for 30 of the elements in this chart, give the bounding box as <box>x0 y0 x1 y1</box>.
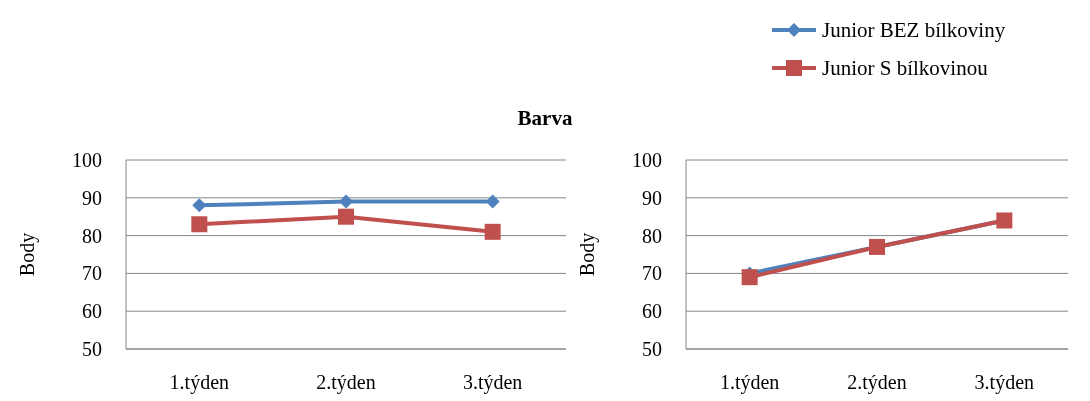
y-tick-label: 60 <box>82 300 102 323</box>
point <box>484 223 501 240</box>
point <box>192 198 207 213</box>
chart-title: Barva <box>517 106 573 130</box>
y-tick-label: 60 <box>642 300 662 323</box>
y-tick-label: 90 <box>82 186 102 209</box>
x-tick-label: 2.týden <box>847 371 907 394</box>
legend-label: Junior BEZ bílkoviny <box>822 18 1006 43</box>
y-tick-label: 70 <box>82 262 102 285</box>
x-tick-label: 1.týden <box>719 371 780 394</box>
y-tick-label: 90 <box>642 186 662 209</box>
y-axis-title: Body <box>16 232 39 277</box>
y-tick-label: 100 <box>72 149 102 171</box>
x-tick-label: 3.týden <box>974 371 1035 394</box>
legend-label: Junior S bílkovinou <box>822 56 989 81</box>
y-tick-label: 70 <box>642 262 662 285</box>
point <box>338 208 354 225</box>
point <box>339 194 353 209</box>
x-tick-label: 3.týden <box>462 371 523 394</box>
y-tick-label: 80 <box>642 224 662 247</box>
y-tick-label: 50 <box>642 338 662 360</box>
point <box>191 216 208 233</box>
y-tick-label: 50 <box>82 338 102 360</box>
point <box>485 194 500 209</box>
x-tick-label: 2.týden <box>316 371 376 394</box>
point <box>741 269 758 286</box>
y-tick-label: 100 <box>632 149 662 171</box>
x-tick-label: 1.týden <box>169 371 230 394</box>
y-axis-title: Body <box>576 232 599 277</box>
y-tick-label: 80 <box>82 224 102 247</box>
